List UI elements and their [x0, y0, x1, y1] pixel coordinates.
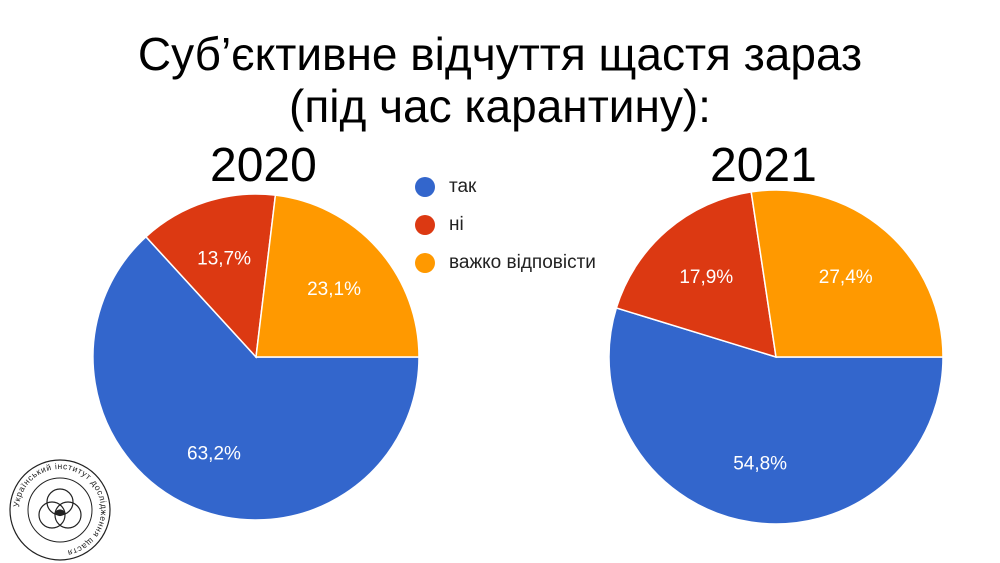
- seal-outer-ring: [9, 459, 111, 561]
- pie-2020-slice-no: [144, 193, 277, 359]
- pie-2021-label-no: 17,9%: [679, 267, 733, 288]
- seal-inner-ring: [27, 477, 93, 543]
- pie-2021-label-hard-to-answer: 27,4%: [819, 267, 873, 288]
- legend-label-yes: так: [449, 176, 477, 197]
- legend-item-hard-to-answer: важко відповісти: [415, 244, 596, 282]
- legend-item-yes: так: [415, 168, 596, 206]
- pie-2020-slice-hard-to-answer: [255, 194, 420, 358]
- pie-2021-slice-yes: [608, 307, 944, 525]
- pie-2020-slice-yes: [92, 235, 420, 521]
- page-title: Суб’єктивне відчуття щастя зараз (під ча…: [0, 28, 1000, 132]
- legend-label-hard-to-answer: важко відповісти: [449, 252, 596, 273]
- pie-2021-slice-no: [615, 190, 777, 359]
- pie-2020-label-yes: 63,2%: [187, 443, 241, 464]
- title-line-1: Суб’єктивне відчуття щастя зараз: [137, 28, 863, 80]
- pie-2021-slice-hard-to-answer: [750, 189, 944, 358]
- legend-label-no: ні: [449, 214, 464, 235]
- pie-2020-label-no: 13,7%: [197, 249, 251, 270]
- pie-2021-label-yes: 54,8%: [733, 454, 787, 475]
- legend: так ні важко відповісти: [415, 168, 596, 282]
- legend-dot-yes: [415, 177, 435, 197]
- chart-2020-title: 2020: [210, 139, 317, 192]
- three-circles-logo-icon: [38, 488, 82, 529]
- pie-2020-label-hard-to-answer: 23,1%: [307, 279, 361, 300]
- title-line-2: (під час карантину):: [289, 80, 711, 132]
- legend-dot-hard-to-answer: [415, 253, 435, 273]
- legend-dot-no: [415, 215, 435, 235]
- chart-2021-title: 2021: [710, 139, 817, 192]
- legend-item-no: ні: [415, 206, 596, 244]
- institute-seal: Український інститут дослідження щастя: [9, 459, 111, 561]
